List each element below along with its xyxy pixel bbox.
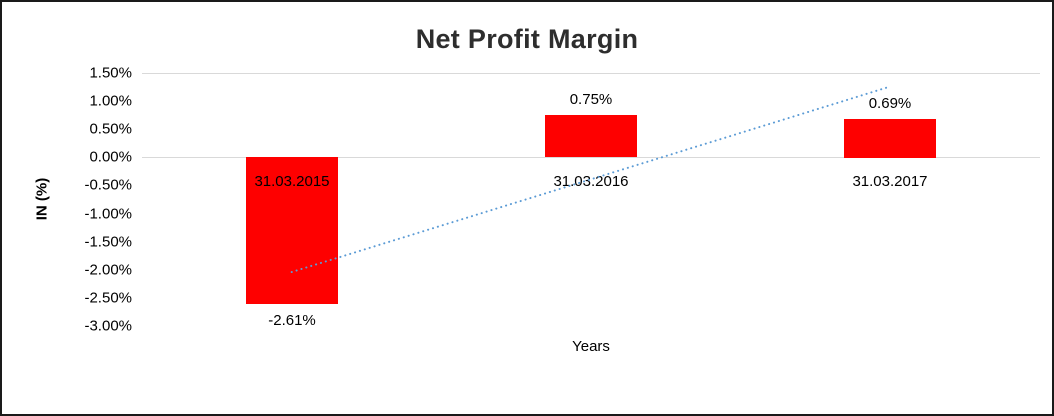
y-axis-tick-label: -2.00% [84,261,132,279]
bar-31.03.2016 [545,115,637,157]
y-axis-tick-label: -1.00% [84,205,132,223]
y-axis-tick-label: 0.00% [89,148,132,166]
y-axis-tick-label: 1.50% [89,64,132,82]
gridline-top [142,73,1040,74]
x-axis-title: Years [572,338,610,355]
category-label: 31.03.2017 [852,173,928,190]
data-label: 0.75% [569,91,613,108]
bar-31.03.2017 [844,119,936,158]
y-axis-tick-label: -1.50% [84,233,132,251]
chart-title: Net Profit Margin [415,24,639,54]
y-axis-tick-label: 0.50% [89,120,132,138]
y-axis-tick-label: 1.00% [89,92,132,110]
category-label: 31.03.2015 [254,173,330,190]
y-axis-tick-label: -0.50% [84,176,132,194]
data-label: 0.69% [868,95,912,112]
category-label: 31.03.2016 [553,173,629,190]
y-axis-tick-label: -2.50% [84,289,132,307]
y-axis-tick-label: -3.00% [84,317,132,335]
data-label: -2.61% [268,312,316,329]
